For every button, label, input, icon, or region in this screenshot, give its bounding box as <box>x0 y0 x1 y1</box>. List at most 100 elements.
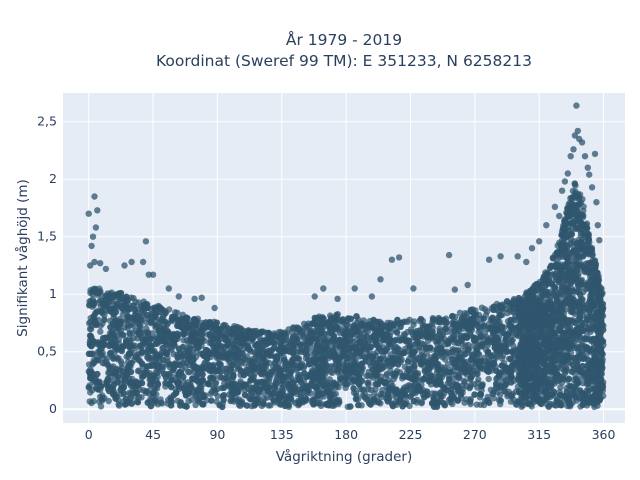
data-point <box>480 401 488 409</box>
data-point <box>377 390 384 398</box>
data-point <box>406 316 413 323</box>
data-point <box>387 367 394 375</box>
data-point <box>360 326 367 334</box>
data-point <box>471 391 478 398</box>
data-point <box>297 386 304 393</box>
data-point <box>241 360 248 367</box>
data-point <box>258 402 266 410</box>
data-point <box>103 355 111 362</box>
data-point <box>508 337 515 345</box>
data-point <box>334 311 341 318</box>
data-point <box>115 336 123 343</box>
data-point <box>353 335 361 343</box>
data-point <box>341 325 348 332</box>
data-point <box>179 331 187 338</box>
data-point <box>485 375 492 383</box>
data-point <box>474 370 481 377</box>
data-point <box>583 350 591 357</box>
data-point <box>90 397 97 405</box>
data-point <box>97 328 104 335</box>
data-point <box>470 342 477 350</box>
data-point <box>99 359 106 367</box>
data-point <box>418 400 425 407</box>
data-point <box>216 374 223 381</box>
data-point <box>569 389 576 397</box>
data-point <box>288 329 296 336</box>
data-point <box>404 328 411 336</box>
data-point <box>127 380 134 387</box>
data-point <box>207 390 214 397</box>
data-point <box>473 401 480 408</box>
data-point <box>214 392 221 400</box>
data-point <box>579 196 586 203</box>
data-point <box>138 307 145 314</box>
data-point <box>344 403 351 410</box>
data-point <box>170 350 177 358</box>
data-point <box>444 361 452 368</box>
data-point <box>99 394 106 402</box>
data-point <box>459 382 466 389</box>
data-point <box>467 381 475 389</box>
data-point <box>156 318 164 325</box>
data-point <box>371 390 378 397</box>
data-point <box>510 309 518 316</box>
data-point <box>442 356 449 363</box>
data-point <box>508 379 515 386</box>
data-point <box>106 350 114 357</box>
data-point <box>328 364 335 371</box>
data-points <box>85 180 607 411</box>
data-point <box>303 323 310 330</box>
chart-title-line2: Koordinat (Sweref 99 TM): E 351233, N 62… <box>156 52 532 70</box>
data-point <box>557 384 564 391</box>
data-point <box>220 321 228 329</box>
data-point <box>92 285 99 292</box>
data-point <box>442 368 450 375</box>
data-point <box>128 321 135 328</box>
data-point <box>185 398 192 405</box>
data-point <box>481 306 489 313</box>
data-point <box>86 325 94 333</box>
data-point <box>228 397 235 404</box>
data-point <box>222 327 229 334</box>
data-point <box>571 339 578 347</box>
data-point <box>583 332 591 340</box>
data-point <box>118 364 126 371</box>
data-point <box>359 386 366 393</box>
data-point <box>97 403 105 410</box>
data-point <box>405 382 413 389</box>
data-point <box>423 350 430 357</box>
data-point <box>412 347 419 355</box>
data-point <box>467 400 474 408</box>
data-point <box>263 394 271 401</box>
data-point <box>568 230 575 238</box>
data-point <box>85 361 93 368</box>
data-point <box>364 379 371 387</box>
data-point <box>454 331 461 338</box>
data-point <box>461 399 468 406</box>
data-point <box>336 329 343 336</box>
data-point <box>190 346 197 353</box>
data-point <box>449 400 456 408</box>
data-point <box>511 304 518 311</box>
data-point <box>497 391 504 398</box>
data-point <box>186 369 193 376</box>
data-point <box>359 392 367 399</box>
data-point <box>180 378 187 386</box>
data-point <box>508 392 515 400</box>
data-point <box>194 344 202 352</box>
data-point <box>179 359 186 366</box>
chart-title-line1: År 1979 - 2019 <box>286 30 402 49</box>
data-point <box>236 396 243 403</box>
data-point <box>484 393 491 401</box>
data-point <box>280 383 287 390</box>
data-point <box>415 355 422 362</box>
data-point <box>235 401 243 409</box>
data-point <box>116 402 123 409</box>
data-point <box>149 330 156 337</box>
data-point <box>569 187 577 195</box>
data-point <box>146 340 153 347</box>
data-point <box>393 343 400 351</box>
data-point <box>159 344 167 352</box>
data-point <box>107 317 114 324</box>
